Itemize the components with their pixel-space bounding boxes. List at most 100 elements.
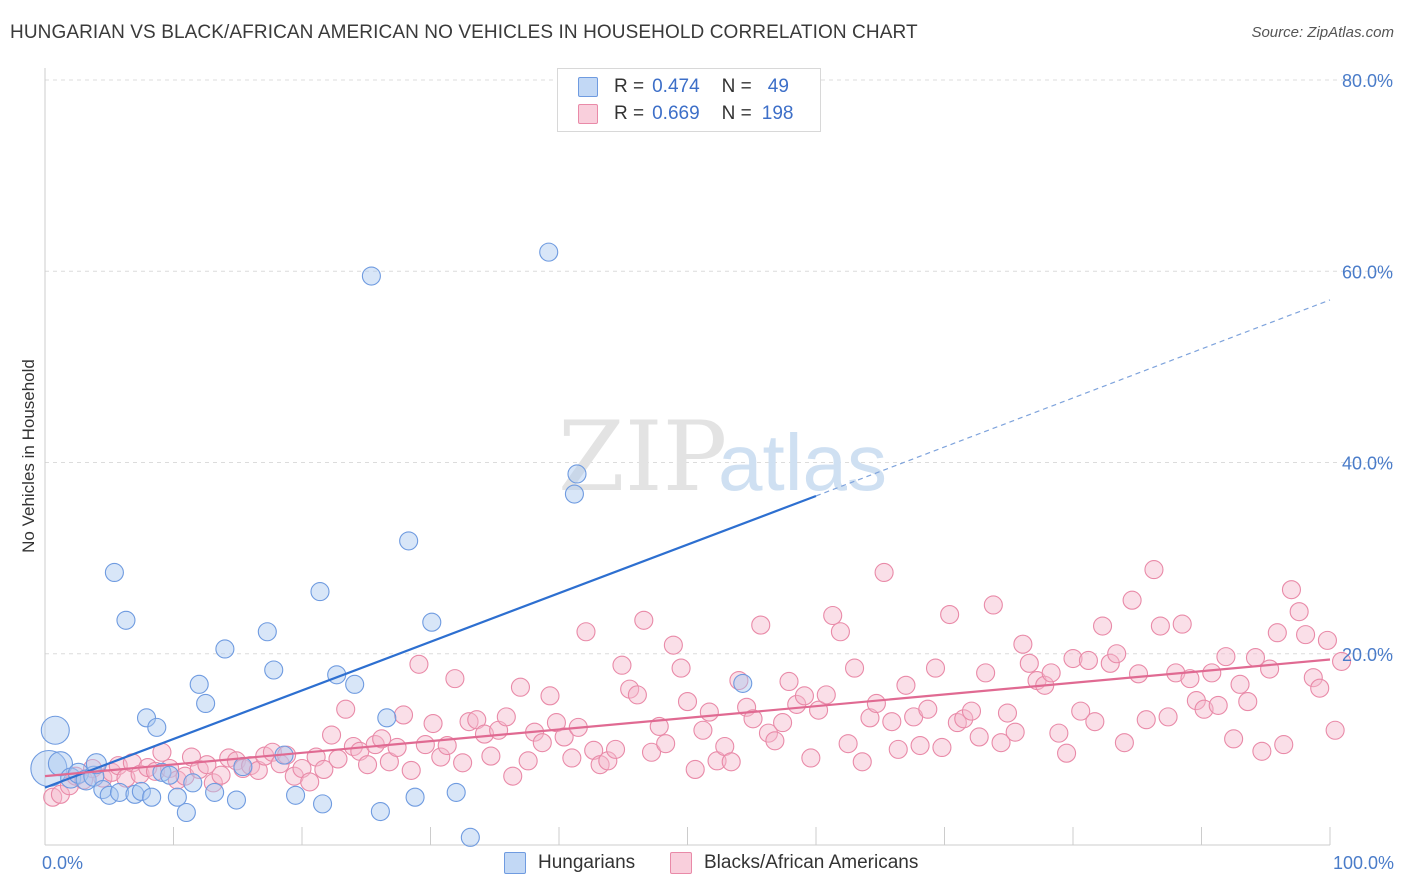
point-blacks [445, 669, 465, 689]
point-blacks [991, 733, 1011, 753]
point-blacks [1057, 743, 1077, 763]
point-blacks [1172, 614, 1192, 634]
point-hungarians [405, 787, 425, 807]
point-blacks [866, 693, 886, 714]
point-blacks [1238, 692, 1258, 712]
chart-title: HUNGARIAN VS BLACK/AFRICAN AMERICAN NO V… [10, 22, 918, 43]
point-hungarians [286, 785, 306, 805]
legend-r-value: 0.669 [652, 103, 700, 124]
point-blacks [1216, 647, 1236, 667]
point-blacks [1013, 634, 1033, 654]
point-blacks [1274, 735, 1294, 755]
y-tick-label: 60.0% [1342, 262, 1393, 282]
legend-n-value: 198 [761, 103, 794, 124]
trend-lines [44, 299, 1331, 789]
point-blacks [830, 622, 850, 642]
point-blacks [699, 702, 719, 722]
point-blacks [1093, 616, 1113, 636]
point-blacks [677, 692, 698, 712]
point-blacks [496, 707, 516, 727]
point-blacks [954, 709, 974, 729]
point-blacks [562, 748, 582, 768]
point-blacks [860, 708, 880, 728]
point-blacks [888, 739, 908, 759]
point-blacks [372, 729, 392, 749]
point-blacks [300, 772, 320, 792]
point-blacks [765, 731, 785, 751]
trend-line-blacks [44, 658, 1331, 778]
point-blacks [1303, 668, 1323, 688]
point-blacks [1005, 722, 1025, 742]
legend-swatch-blacks [578, 104, 598, 124]
point-hungarians [40, 715, 70, 745]
point-blacks [641, 742, 662, 762]
point-blacks [801, 748, 821, 768]
point-hungarians [109, 782, 130, 802]
point-hungarians [205, 782, 225, 802]
x-tick-label: 100.0% [1333, 853, 1394, 873]
trend-line-hungarians [44, 494, 817, 789]
point-blacks [1296, 625, 1316, 645]
point-blacks [401, 760, 421, 780]
point-hungarians [422, 612, 442, 632]
point-blacks [1114, 733, 1134, 753]
point-blacks [656, 734, 676, 754]
series-hungarians-points [30, 242, 753, 847]
point-blacks [1224, 729, 1244, 749]
point-blacks [1230, 674, 1250, 694]
point-blacks [431, 747, 451, 767]
point-blacks [612, 655, 632, 675]
point-blacks [1202, 663, 1222, 683]
point-blacks [844, 658, 865, 678]
point-blacks [852, 752, 872, 772]
point-hungarians [131, 781, 151, 802]
legend-n-value: 49 [767, 76, 789, 97]
legend-r-label: R = [614, 103, 645, 124]
point-blacks [453, 753, 473, 773]
point-blacks [634, 610, 654, 630]
point-blacks [43, 787, 63, 807]
point-blacks [393, 705, 414, 725]
point-blacks [1208, 695, 1228, 715]
point-blacks [503, 766, 523, 786]
point-blacks [838, 734, 858, 754]
point-blacks [773, 713, 793, 733]
point-blacks [1332, 651, 1352, 671]
watermark: ZIP atlas [558, 401, 887, 513]
point-blacks [932, 737, 952, 758]
point-blacks [1281, 580, 1301, 600]
point-blacks [1136, 710, 1156, 730]
point-blacks [336, 699, 356, 719]
point-hungarians [399, 531, 419, 551]
bottom-legend: Hungarians Blacks/African Americans [0, 852, 1406, 878]
point-blacks [518, 751, 538, 771]
point-blacks [1063, 648, 1083, 669]
point-blacks [1252, 741, 1272, 761]
point-hungarians [233, 757, 253, 777]
point-hungarians [136, 708, 157, 728]
y-tick-label: 20.0% [1342, 645, 1393, 665]
point-hungarians [215, 639, 235, 659]
point-hungarians [116, 610, 136, 630]
point-blacks [1122, 590, 1142, 610]
legend-r-value: 0.474 [652, 76, 700, 97]
point-blacks [584, 740, 604, 760]
point-blacks [1071, 701, 1091, 721]
bottom-legend-label-hungarians: Hungarians [538, 852, 636, 873]
point-blacks [925, 658, 946, 678]
point-blacks [1180, 669, 1200, 689]
point-blacks [211, 765, 231, 785]
y-tick-label: 80.0% [1342, 71, 1393, 91]
point-blacks [387, 737, 407, 758]
point-blacks [1158, 707, 1178, 727]
point-blacks [969, 727, 989, 747]
point-hungarians [147, 717, 167, 737]
point-hungarians [167, 787, 187, 807]
point-blacks [540, 686, 560, 706]
point-blacks [1267, 623, 1287, 643]
point-hungarians [183, 773, 203, 793]
point-blacks [598, 751, 618, 771]
point-blacks [1317, 630, 1337, 650]
legend-row-blacks: R = 0.669 N = 198 [578, 101, 793, 127]
point-blacks [1019, 653, 1039, 673]
